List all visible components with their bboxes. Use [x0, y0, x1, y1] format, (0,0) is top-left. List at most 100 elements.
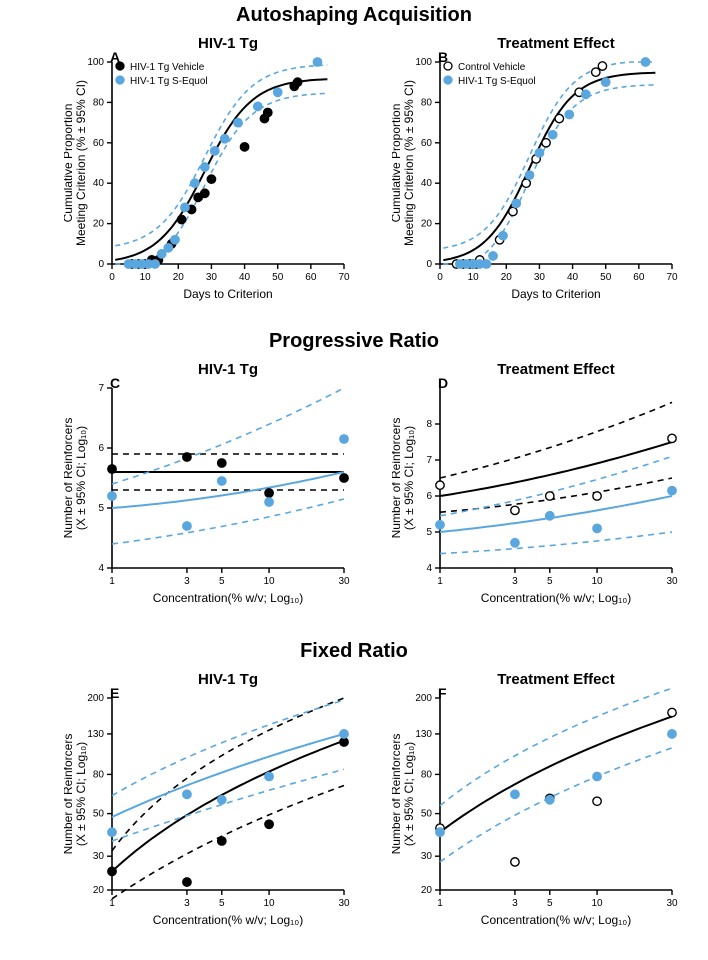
- section-title-autoshaping: Autoshaping Acquisition: [0, 4, 708, 27]
- svg-text:50: 50: [93, 809, 105, 820]
- svg-text:20: 20: [421, 219, 433, 230]
- svg-text:Days to Criterion: Days to Criterion: [183, 287, 272, 301]
- svg-text:HIV-1 Tg Vehicle: HIV-1 Tg Vehicle: [130, 62, 205, 73]
- svg-text:(X ± 95% CI; Log₁₀): (X ± 95% CI; Log₁₀): [402, 742, 416, 846]
- svg-text:60: 60: [633, 272, 645, 283]
- svg-text:100: 100: [87, 57, 104, 68]
- svg-text:3: 3: [184, 576, 190, 587]
- panel-C: HIV-1 TgC45671351030Concentration(% w/v;…: [64, 358, 354, 616]
- svg-text:200: 200: [87, 693, 104, 704]
- svg-text:Days to Criterion: Days to Criterion: [511, 287, 600, 301]
- svg-text:3: 3: [512, 898, 518, 909]
- svg-text:50: 50: [421, 809, 433, 820]
- panel-D: Treatment EffectD456781351030Concentrati…: [392, 358, 682, 616]
- section-title-progressive: Progressive Ratio: [0, 330, 708, 353]
- svg-text:1: 1: [437, 898, 443, 909]
- svg-text:5: 5: [547, 898, 553, 909]
- svg-text:80: 80: [421, 97, 433, 108]
- svg-text:Meeting Criterion (% ± 95% CI): Meeting Criterion (% ± 95% CI): [402, 80, 416, 246]
- svg-text:130: 130: [415, 729, 432, 740]
- svg-text:10: 10: [263, 898, 275, 909]
- svg-text:1: 1: [437, 576, 443, 587]
- svg-text:70: 70: [338, 272, 350, 283]
- svg-text:30: 30: [666, 898, 678, 909]
- svg-text:10: 10: [140, 272, 152, 283]
- svg-text:3: 3: [512, 576, 518, 587]
- svg-text:(X ± 95% CI; Log₁₀): (X ± 95% CI; Log₁₀): [74, 742, 88, 846]
- svg-text:7: 7: [426, 455, 432, 466]
- panel-B: Treatment EffectB02040608010001020304050…: [392, 32, 682, 312]
- svg-text:0: 0: [437, 272, 443, 283]
- svg-text:7: 7: [98, 383, 104, 394]
- svg-text:30: 30: [206, 272, 218, 283]
- figure: Autoshaping Acquisition Progressive Rati…: [0, 0, 708, 960]
- svg-text:30: 30: [93, 851, 105, 862]
- svg-text:70: 70: [666, 272, 678, 283]
- svg-text:6: 6: [426, 491, 432, 502]
- svg-text:Meeting Criterion (% ± 95% CI): Meeting Criterion (% ± 95% CI): [74, 80, 88, 246]
- svg-text:HIV-1 Tg S-Equol: HIV-1 Tg S-Equol: [130, 76, 208, 87]
- svg-text:5: 5: [426, 527, 432, 538]
- svg-text:80: 80: [93, 97, 105, 108]
- svg-text:40: 40: [93, 178, 105, 189]
- svg-text:30: 30: [534, 272, 546, 283]
- svg-text:0: 0: [426, 259, 432, 270]
- panel-A: HIV-1 TgA020406080100010203040506070Days…: [64, 32, 354, 312]
- svg-text:HIV-1 Tg S-Equol: HIV-1 Tg S-Equol: [458, 76, 536, 87]
- svg-text:130: 130: [87, 729, 104, 740]
- svg-text:20: 20: [93, 219, 105, 230]
- svg-text:Treatment Effect: Treatment Effect: [497, 35, 615, 52]
- svg-text:20: 20: [421, 885, 433, 896]
- svg-text:30: 30: [421, 851, 433, 862]
- svg-text:30: 30: [666, 576, 678, 587]
- svg-text:(X ± 95% CI; Log₁₀): (X ± 95% CI; Log₁₀): [74, 426, 88, 530]
- svg-text:10: 10: [263, 576, 275, 587]
- svg-text:10: 10: [591, 898, 603, 909]
- svg-text:10: 10: [591, 576, 603, 587]
- svg-text:100: 100: [415, 57, 432, 68]
- svg-text:HIV-1 Tg: HIV-1 Tg: [198, 361, 258, 378]
- svg-text:5: 5: [98, 503, 104, 514]
- svg-text:0: 0: [98, 259, 104, 270]
- svg-text:200: 200: [415, 693, 432, 704]
- svg-text:50: 50: [272, 272, 284, 283]
- svg-text:1: 1: [109, 576, 115, 587]
- svg-text:5: 5: [219, 576, 225, 587]
- svg-text:1: 1: [109, 898, 115, 909]
- svg-text:60: 60: [421, 138, 433, 149]
- svg-text:(X ± 95% CI; Log₁₀): (X ± 95% CI; Log₁₀): [402, 426, 416, 530]
- panel-F: Treatment EffectF203050801302001351030Co…: [392, 668, 682, 938]
- svg-text:40: 40: [567, 272, 579, 283]
- svg-text:Control Vehicle: Control Vehicle: [458, 62, 526, 73]
- panel-E: HIV-1 TgE203050801302001351030Concentrat…: [64, 668, 354, 938]
- svg-text:10: 10: [468, 272, 480, 283]
- section-title-fixed: Fixed Ratio: [0, 640, 708, 663]
- svg-text:HIV-1 Tg: HIV-1 Tg: [198, 35, 258, 52]
- svg-text:Treatment Effect: Treatment Effect: [497, 671, 615, 688]
- svg-text:Concentration(% w/v; Log₁₀): Concentration(% w/v; Log₁₀): [481, 913, 631, 927]
- svg-text:6: 6: [98, 443, 104, 454]
- svg-text:30: 30: [338, 576, 350, 587]
- svg-text:30: 30: [338, 898, 350, 909]
- svg-text:HIV-1 Tg: HIV-1 Tg: [198, 671, 258, 688]
- svg-text:60: 60: [93, 138, 105, 149]
- svg-text:40: 40: [239, 272, 251, 283]
- svg-text:Concentration(% w/v; Log₁₀): Concentration(% w/v; Log₁₀): [153, 913, 303, 927]
- svg-text:20: 20: [501, 272, 513, 283]
- svg-text:3: 3: [184, 898, 190, 909]
- svg-text:4: 4: [98, 563, 104, 574]
- svg-text:8: 8: [426, 419, 432, 430]
- svg-text:Concentration(% w/v; Log₁₀): Concentration(% w/v; Log₁₀): [481, 591, 631, 605]
- svg-text:Treatment Effect: Treatment Effect: [497, 361, 615, 378]
- svg-text:Concentration(% w/v; Log₁₀): Concentration(% w/v; Log₁₀): [153, 591, 303, 605]
- svg-text:60: 60: [305, 272, 317, 283]
- svg-text:80: 80: [421, 769, 433, 780]
- svg-text:5: 5: [547, 576, 553, 587]
- svg-text:20: 20: [93, 885, 105, 896]
- svg-text:0: 0: [109, 272, 115, 283]
- svg-text:80: 80: [93, 769, 105, 780]
- svg-text:50: 50: [600, 272, 612, 283]
- svg-text:5: 5: [219, 898, 225, 909]
- svg-text:4: 4: [426, 563, 432, 574]
- svg-text:40: 40: [421, 178, 433, 189]
